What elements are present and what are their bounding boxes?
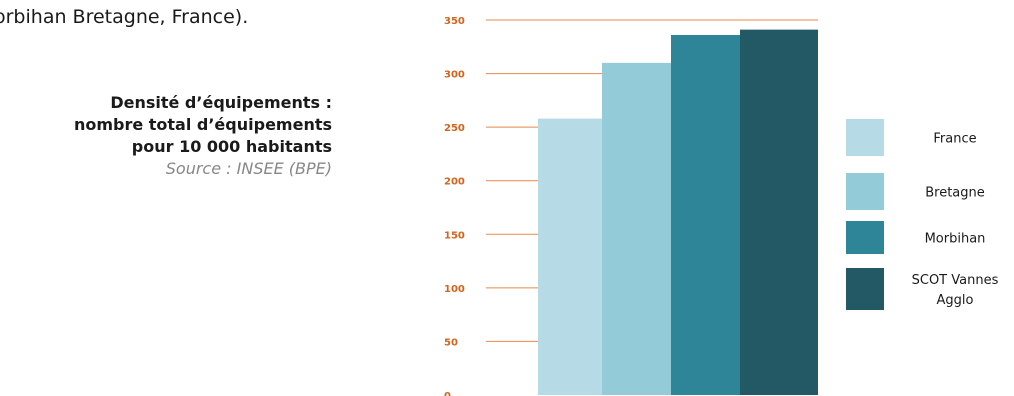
caption-title-line-3: pour 10 000 habitants <box>131 137 332 156</box>
legend-swatch-france <box>846 119 884 156</box>
y-tick-label-200: 200 <box>444 177 465 188</box>
legend-label-bretagne: Bretagne <box>925 186 985 201</box>
y-tick-label-50: 50 <box>444 337 458 348</box>
y-tick-label-0: 0 <box>444 391 451 396</box>
bar-morbihan <box>671 35 740 395</box>
chart-caption: Densité d’équipements : nombre total d’é… <box>74 92 332 180</box>
legend-label-scot-vannes-agglo-2: Agglo <box>937 293 974 308</box>
bar-bretagne <box>602 62 671 395</box>
legend-label-france: France <box>933 132 976 147</box>
y-tick-label-250: 250 <box>444 123 465 134</box>
legend-swatch-morbihan <box>846 221 884 254</box>
legend-swatch-bretagne <box>846 173 884 210</box>
bar-scot-vannes-agglo <box>740 29 818 396</box>
y-tick-label-300: 300 <box>444 70 465 81</box>
y-tick-label-100: 100 <box>444 284 465 295</box>
caption-title-line-1: Densité d’équipements : <box>110 93 332 112</box>
y-tick-label-350: 350 <box>444 16 465 27</box>
legend-swatch-scot-vannes-agglo <box>846 268 884 310</box>
legend-label-scot-vannes-agglo-1: SCOT Vannes <box>912 273 999 288</box>
caption-title-line-2: nombre total d’équipements <box>73 115 332 134</box>
bar-france <box>538 118 602 396</box>
caption-source: Source : INSEE (BPE) <box>165 159 332 178</box>
intro-text: orbihan Bretagne, France). <box>0 6 249 28</box>
legend-label-morbihan: Morbihan <box>925 232 986 247</box>
y-tick-label-150: 150 <box>444 230 465 241</box>
